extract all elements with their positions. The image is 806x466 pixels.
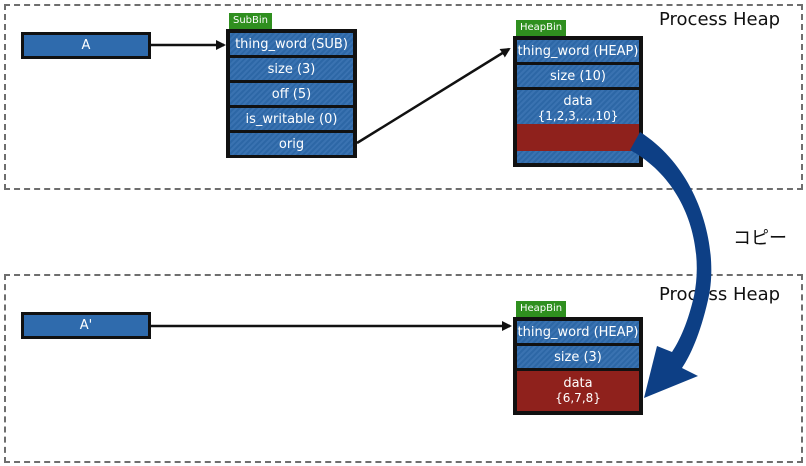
arrow-orig-to-heapbin (356, 47, 511, 145)
variable-a: A (21, 32, 151, 59)
process-heap-bottom-title: Process Heap (659, 284, 781, 305)
subbin-struct: thing_word (SUB) size (3) off (5) is_wri… (226, 29, 357, 158)
heapbin-bottom-struct: thing_word (HEAP) size (3) data {6,7,8} (513, 317, 643, 415)
heapbin-top-data-label: data (563, 94, 593, 109)
heapbin-bottom-data-label: data (563, 376, 593, 391)
heapbin-top-data-value: {1,2,3,…,10} (537, 109, 619, 123)
subbin-field-is-writable: is_writable (0) (230, 108, 353, 130)
heapbin-top-tag: HeapBin (516, 20, 567, 36)
subbin-field-size: size (3) (230, 58, 353, 80)
heapbin-bottom-data-value: {6,7,8} (555, 391, 601, 405)
subbin-field-off: off (5) (230, 83, 353, 105)
subbin-tag: SubBin (229, 13, 273, 29)
copy-arrow (630, 132, 712, 398)
process-heap-top-title: Process Heap (659, 9, 781, 30)
variable-a-prime: A' (21, 312, 151, 339)
heapbin-bottom-field-data: data {6,7,8} (517, 371, 639, 411)
subbin-field-orig: orig (230, 133, 353, 155)
heapbin-top-field-size: size (10) (517, 65, 639, 87)
heapbin-top-field-thing-word: thing_word (HEAP) (517, 40, 639, 62)
subbin-field-thing-word: thing_word (SUB) (230, 33, 353, 55)
heapbin-bottom-field-thing-word: thing_word (HEAP) (517, 321, 639, 343)
heapbin-bottom-field-size: size (3) (517, 346, 639, 368)
heapbin-top-struct: thing_word (HEAP) size (10) data {1,2,3,… (513, 36, 643, 167)
heapbin-bottom-tag: HeapBin (516, 301, 567, 317)
copy-label: コピー (733, 228, 787, 249)
heapbin-top-data-highlight (517, 124, 639, 151)
